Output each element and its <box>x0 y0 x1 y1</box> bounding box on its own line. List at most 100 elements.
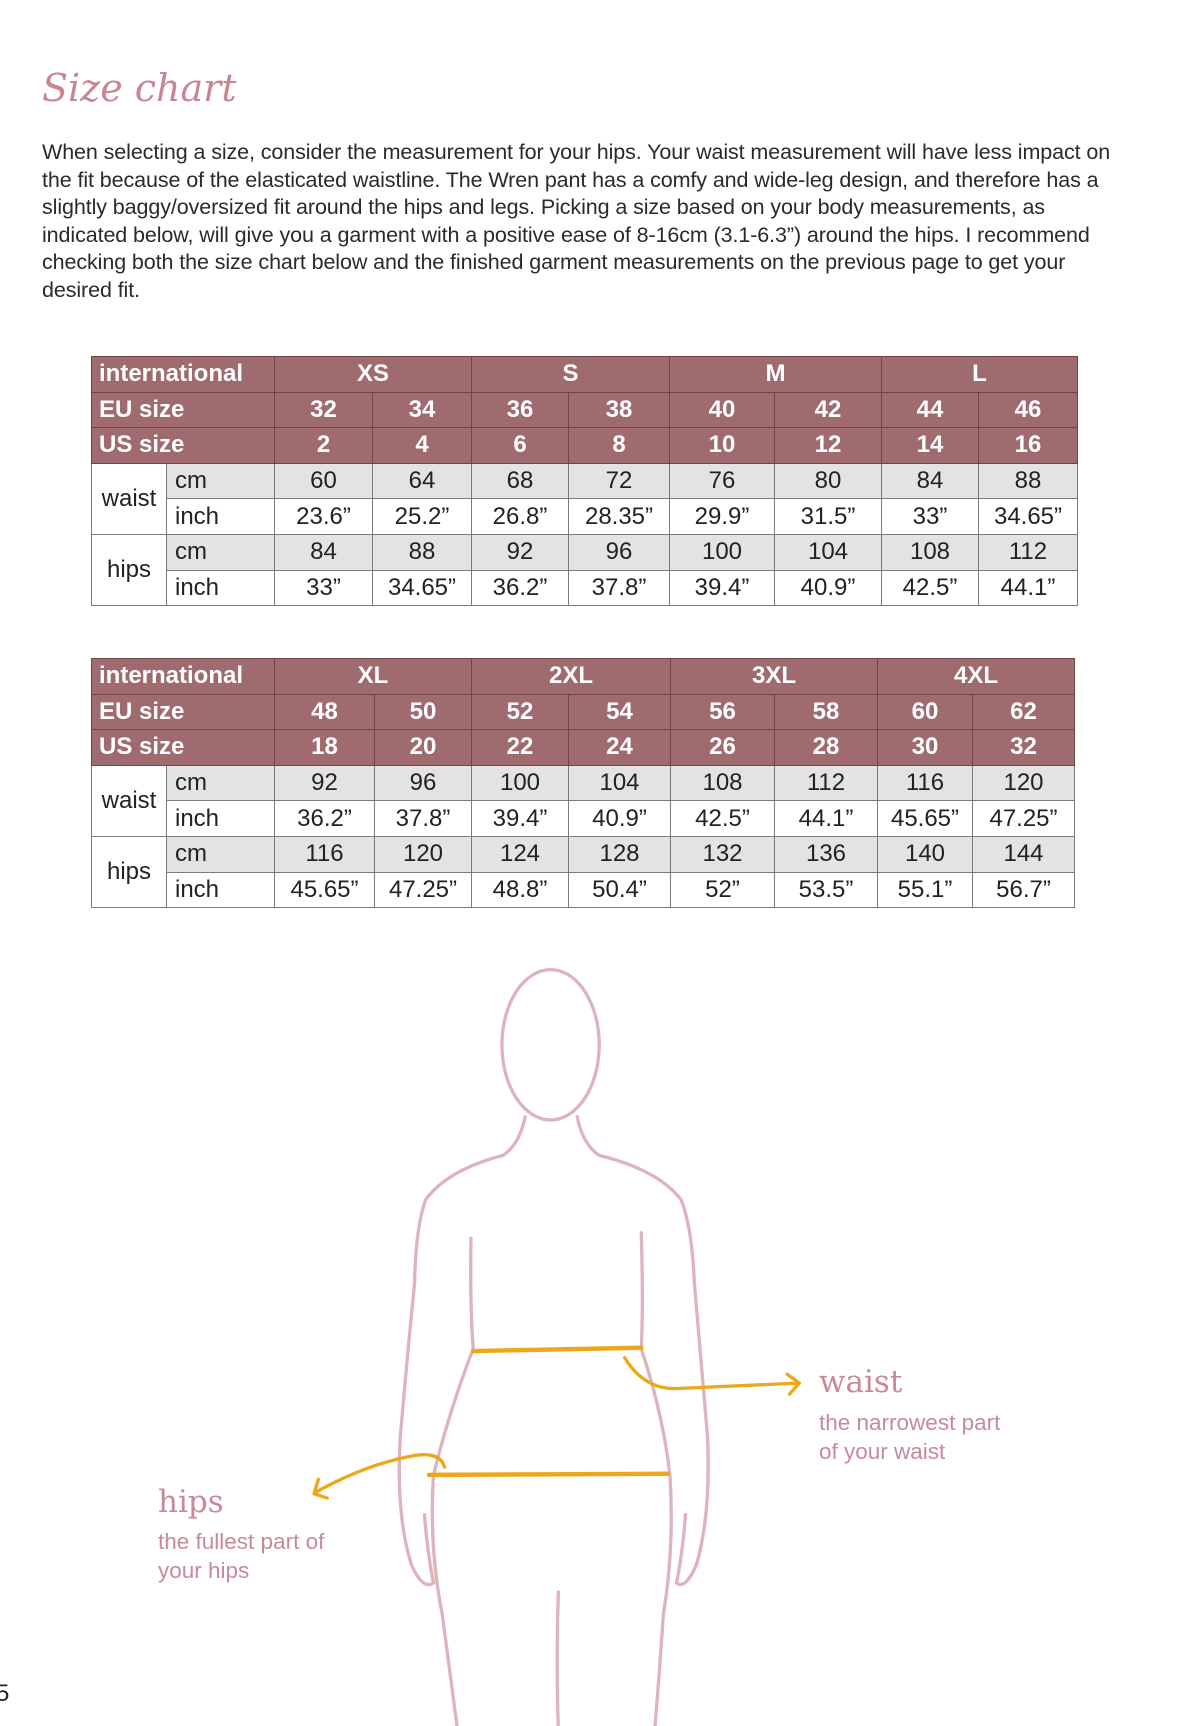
size-letter-cell: L <box>881 356 1078 393</box>
hips-inch-cell: 44.1” <box>978 569 1078 607</box>
hips-cm-row: hips cm 84 88 92 96 100 104 108 112 <box>91 533 1078 607</box>
waist-inch-row: inch 36.2” 37.8” 39.4” 40.9” 42.5” 44.1” 45.65”… <box>92 800 1075 837</box>
hips-cm-cell: 108 <box>881 533 979 571</box>
waist-cm-cell: 104 <box>568 764 671 802</box>
size-table-1: international XS S M L EU size 32 34 36 38 40 42 44 4… <box>91 356 1078 607</box>
eu-size-cell: 32 <box>274 391 373 429</box>
hips-arrow-icon <box>312 1453 447 1500</box>
waist-cm-cell: 64 <box>372 462 472 500</box>
eu-size-cell: 38 <box>568 391 670 429</box>
hips-desc-line-1: the fullest part of <box>158 1529 325 1554</box>
hips-cm-cell: 100 <box>669 533 775 571</box>
hips-cm-cell: 104 <box>774 533 882 571</box>
hips-inch-cell: 55.1” <box>877 871 973 909</box>
hips-cm-cell: 132 <box>670 835 775 873</box>
eu-size-label: EU size <box>91 693 275 731</box>
hips-cm-cell: 120 <box>374 835 472 873</box>
hips-label: hips <box>158 1484 224 1520</box>
waist-arrow-icon <box>623 1356 802 1396</box>
hips-cm-cell: 124 <box>471 835 569 873</box>
eu-size-cell: 44 <box>881 391 979 429</box>
eu-size-cell: 50 <box>374 693 472 731</box>
us-size-cell: 20 <box>374 729 472 766</box>
eu-size-cell: 62 <box>972 693 1075 731</box>
us-size-cell: 18 <box>274 729 375 766</box>
hips-inch-cell: 36.2” <box>471 569 569 607</box>
unit-cm-label: cm <box>166 764 275 802</box>
international-size-row: international XL 2XL 3XL 4XL <box>91 658 1075 695</box>
waist-cm-cell: 96 <box>374 764 472 802</box>
hips-cm-cell: 128 <box>568 835 671 873</box>
inner-leg-outline <box>555 1590 560 1726</box>
hips-label: hips <box>91 533 167 607</box>
page-title: Size chart <box>42 66 237 110</box>
hips-inch-row: inch 33” 34.65” 36.2” 37.8” 39.4” 40.9” 42.5” 44… <box>92 569 1078 607</box>
us-size-label: US size <box>91 427 275 464</box>
hips-cm-cell: 144 <box>972 835 1075 873</box>
waist-measure-line <box>470 1345 644 1354</box>
body-outline-illustration <box>397 967 710 1726</box>
hips-inch-cell: 42.5” <box>881 569 979 607</box>
us-size-cell: 26 <box>670 729 775 766</box>
hips-description: the fullest part of your hips <box>158 1528 324 1585</box>
waist-inch-cell: 23.6” <box>274 498 373 535</box>
international-label: international <box>91 658 275 695</box>
waist-cm-row: waist cm 92 96 100 104 108 112 116 120 <box>91 764 1075 837</box>
waist-inch-cell: 37.8” <box>374 800 472 837</box>
hips-cm-cell: 96 <box>568 533 670 571</box>
hips-inch-cell: 50.4” <box>568 871 671 909</box>
waist-cm-cell: 120 <box>972 764 1075 802</box>
hips-inch-cell: 45.65” <box>274 871 375 909</box>
waist-inch-cell: 44.1” <box>774 800 878 837</box>
unit-cm-label: cm <box>166 533 275 571</box>
us-size-row: US size 2 4 6 8 10 12 14 16 <box>91 427 1078 464</box>
left-torso-outline <box>430 1236 475 1726</box>
unit-cm-label: cm <box>166 462 275 500</box>
waist-cm-cell: 88 <box>978 462 1078 500</box>
waist-inch-cell: 31.5” <box>774 498 882 535</box>
right-arm-outline <box>575 1114 710 1587</box>
waist-inch-cell: 26.8” <box>471 498 569 535</box>
waist-inch-cell: 29.9” <box>669 498 775 535</box>
hips-inch-cell: 39.4” <box>669 569 775 607</box>
waist-description: the narrowest part of your waist <box>819 1409 1000 1466</box>
waist-desc-line-2: of your waist <box>819 1438 946 1464</box>
size-letter-cell: M <box>669 356 882 393</box>
size-letter-cell: XL <box>274 658 472 695</box>
waist-cm-cell: 108 <box>670 764 775 802</box>
us-size-cell: 10 <box>669 427 775 464</box>
eu-size-cell: 56 <box>670 693 775 731</box>
us-size-cell: 16 <box>978 427 1078 464</box>
hips-inch-row: inch 45.65” 47.25” 48.8” 50.4” 52” 53.5” 55.1” 5… <box>92 871 1075 909</box>
hips-cm-cell: 112 <box>978 533 1078 571</box>
waist-cm-cell: 92 <box>274 764 375 802</box>
international-label: international <box>91 356 275 393</box>
waist-desc-line-1: the narrowest part <box>819 1410 1001 1435</box>
hips-inch-cell: 53.5” <box>774 871 878 909</box>
us-size-cell: 22 <box>471 729 569 766</box>
hips-inch-cell: 47.25” <box>374 871 472 909</box>
hips-measure-line <box>426 1471 670 1478</box>
waist-cm-cell: 112 <box>774 764 878 802</box>
hips-inch-cell: 40.9” <box>774 569 882 607</box>
waist-inch-cell: 42.5” <box>670 800 775 837</box>
us-size-cell: 28 <box>774 729 878 766</box>
eu-size-cell: 42 <box>774 391 882 429</box>
unit-inch-label: inch <box>166 871 275 909</box>
waist-inch-cell: 47.25” <box>972 800 1075 837</box>
hips-inch-cell: 37.8” <box>568 569 670 607</box>
eu-size-cell: 34 <box>372 391 472 429</box>
size-letter-cell: S <box>471 356 670 393</box>
waist-inch-row: inch 23.6” 25.2” 26.8” 28.35” 29.9” 31.5” 33” 34… <box>92 498 1078 535</box>
size-letter-cell: 4XL <box>877 658 1075 695</box>
waist-cm-cell: 76 <box>669 462 775 500</box>
hips-cm-row: hips cm 116 120 124 128 132 136 140 144 <box>91 835 1075 909</box>
waist-cm-cell: 116 <box>877 764 973 802</box>
us-size-cell: 4 <box>372 427 472 464</box>
left-arm-outline <box>397 1114 527 1587</box>
size-letter-cell: XS <box>274 356 472 393</box>
hips-inch-cell: 33” <box>274 569 373 607</box>
waist-label: waist <box>819 1364 903 1400</box>
eu-size-row: EU size 48 50 52 54 56 58 60 62 <box>91 693 1075 731</box>
intro-paragraph: When selecting a size, consider the meas… <box>42 140 1111 302</box>
